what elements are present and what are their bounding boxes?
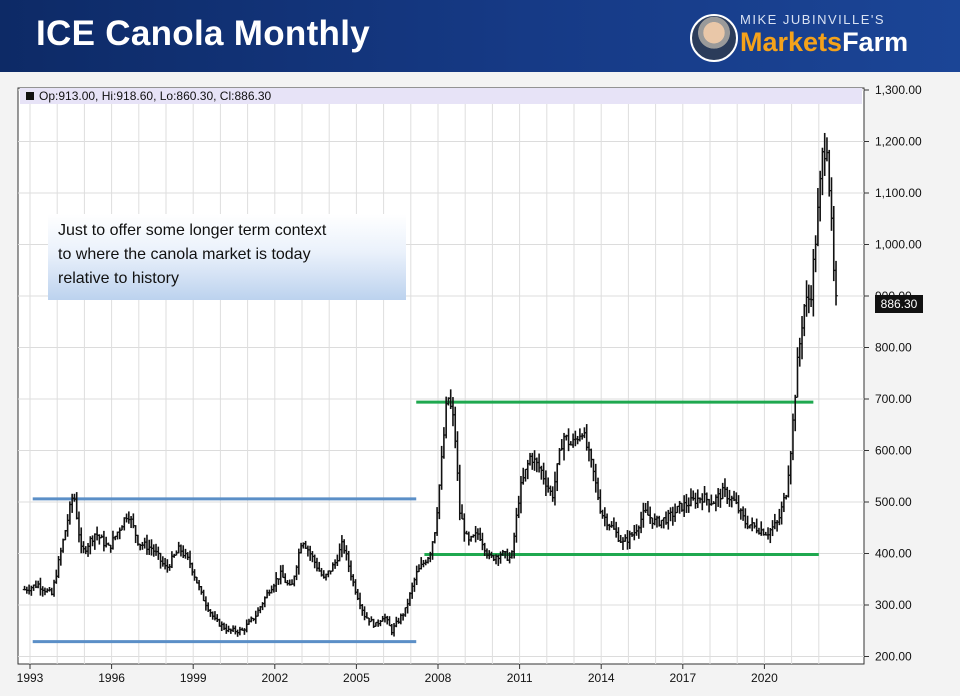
annotation-line-1: Just to offer some longer term context	[58, 222, 327, 239]
y-tick-label: 700.00	[875, 392, 912, 406]
x-tick-label: 1999	[180, 671, 207, 685]
brand-logo-part2: Farm	[842, 27, 909, 57]
x-axis: 1993 1996 1999 2002 2005 2008 2011 2014 2017 2020	[17, 664, 778, 685]
x-tick-label: 2008	[425, 671, 452, 685]
host-avatar-icon	[690, 14, 738, 62]
last-price-badge: 886.30	[875, 295, 923, 313]
brand-logo-part1: Markets	[740, 27, 843, 57]
support-resistance-lines	[32, 400, 819, 644]
ohlc-readout: Op:913.00, Hi:918.60, Lo:860.30, Cl:886.…	[26, 89, 271, 103]
x-tick-label: 2020	[751, 671, 778, 685]
annotation-box: Just to offer some longer term context t…	[48, 214, 406, 300]
x-tick-label: 1993	[17, 671, 44, 685]
y-tick-label: 1,200.00	[875, 135, 922, 149]
x-tick-label: 2011	[507, 671, 533, 685]
ohlc-readout-text: Op:913.00, Hi:918.60, Lo:860.30, Cl:886.…	[39, 89, 272, 103]
y-tick-label: 800.00	[875, 341, 912, 355]
y-tick-label: 200.00	[875, 650, 912, 664]
y-tick-label: 600.00	[875, 444, 912, 458]
x-tick-label: 2017	[669, 671, 696, 685]
brand-owner: MIKE JUBINVILLE'S	[740, 12, 886, 27]
x-tick-label: 2002	[261, 671, 288, 685]
grid-lines	[18, 88, 864, 664]
x-tick-label: 2005	[343, 671, 370, 685]
header-banner: ICE Canola Monthly MIKE JUBINVILLE'S Mar…	[0, 0, 960, 72]
annotation-line-2: to where the canola market is today	[58, 246, 311, 263]
ohlc-readout-bar	[20, 88, 862, 104]
series-square-icon	[26, 92, 34, 100]
x-tick-label: 1996	[98, 671, 125, 685]
brand-logo: MarketsFarm	[740, 27, 908, 58]
y-tick-label: 1,300.00	[875, 83, 922, 97]
y-tick-label: 400.00	[875, 547, 912, 561]
y-axis: 200.00 300.00 400.00 500.00 600.00 700.00 800.…	[864, 83, 922, 664]
chart-title: ICE Canola Monthly	[36, 14, 371, 53]
ohlc-bars	[22, 132, 838, 637]
annotation-line-3: relative to history	[58, 270, 179, 287]
y-tick-label: 300.00	[875, 598, 912, 612]
y-tick-label: 1,000.00	[875, 238, 922, 252]
y-tick-label: 500.00	[875, 495, 912, 509]
x-tick-label: 2014	[588, 671, 615, 685]
plot-frame	[17, 87, 865, 665]
ohlc-bar	[834, 260, 838, 306]
y-tick-label: 1,100.00	[875, 186, 922, 200]
